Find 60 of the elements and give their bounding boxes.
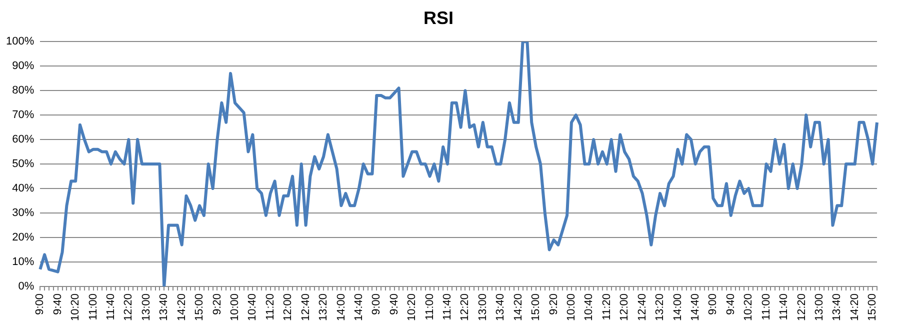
x-tick-label: 9:00 [370,293,383,315]
x-tick-label: 9:40 [724,293,737,315]
x-tick-label: 13:00 [140,293,152,322]
x-tick-label: 9:20 [211,293,224,315]
x-tick-label: 11:00 [87,293,100,320]
x-tick-label: 13:20 [318,293,330,322]
x-tick-label: 10:20 [406,293,418,322]
x-tick-label: 10:20 [742,293,755,322]
y-tick-label: 10% [12,256,34,268]
x-tick-label: 13:40 [494,293,507,322]
x-tick-label: 13:40 [831,293,844,322]
x-tick-label: 12:40 [636,293,648,322]
x-tick-label: 12:20 [459,293,472,322]
x-tick-label: 14:00 [672,293,684,322]
x-tick-label: 12:00 [282,293,294,322]
y-tick-label: 60% [12,134,34,146]
x-tick-label: 11:00 [424,293,436,320]
x-tick-label: 10:00 [228,293,241,322]
y-tick-label: 80% [12,84,34,97]
x-tick-label: 14:20 [512,293,524,322]
x-tick-label: 11:20 [264,293,276,320]
y-tick-label: 30% [12,207,34,220]
x-tick-label: 11:40 [105,293,118,320]
x-tick-label: 10:00 [566,293,578,322]
x-tick-label: 12:00 [618,293,631,322]
x-tick-label: 9:00 [34,293,46,315]
x-tick-label: 11:40 [778,293,790,320]
x-tick-label: 9:40 [388,293,400,315]
x-tick-label: 11:00 [760,293,772,320]
x-tick-label: 13:00 [813,293,826,322]
x-tick-label: 14:20 [848,293,861,322]
x-tick-label: 10:40 [583,293,596,322]
y-tick-label: 90% [12,60,34,72]
x-tick-label: 15:00 [530,293,542,322]
x-tick-label: 14:40 [352,293,365,322]
x-tick-label: 11:40 [442,293,454,320]
x-tick-label: 14:40 [689,293,702,322]
x-tick-label: 13:00 [476,293,489,322]
y-tick-label: 70% [12,109,34,122]
x-tick-label: 9:00 [707,293,720,315]
x-tick-label: 15:00 [866,293,879,322]
x-tick-label: 14:20 [176,293,188,322]
chart-title: RSI [423,8,454,28]
x-tick-label: 12:40 [300,293,312,322]
x-tick-label: 10:40 [246,293,259,322]
x-tick-label: 9:20 [548,293,560,315]
x-tick-label: 11:20 [600,293,613,320]
x-tick-label: 13:40 [158,293,170,322]
y-tick-label: 40% [12,182,34,195]
y-tick-label: 100% [6,36,34,48]
x-tick-label: 9:40 [52,293,64,315]
x-tick-label: 12:20 [122,293,135,322]
x-tick-label: 12:20 [796,293,808,322]
x-tick-label: 13:20 [654,293,666,322]
x-tick-label: 15:00 [194,293,206,322]
x-tick-label: 10:20 [70,293,82,322]
x-tick-label: 14:00 [335,293,348,322]
y-tick-label: 0% [18,280,34,293]
y-tick-label: 20% [12,232,34,244]
y-tick-label: 50% [12,158,34,170]
